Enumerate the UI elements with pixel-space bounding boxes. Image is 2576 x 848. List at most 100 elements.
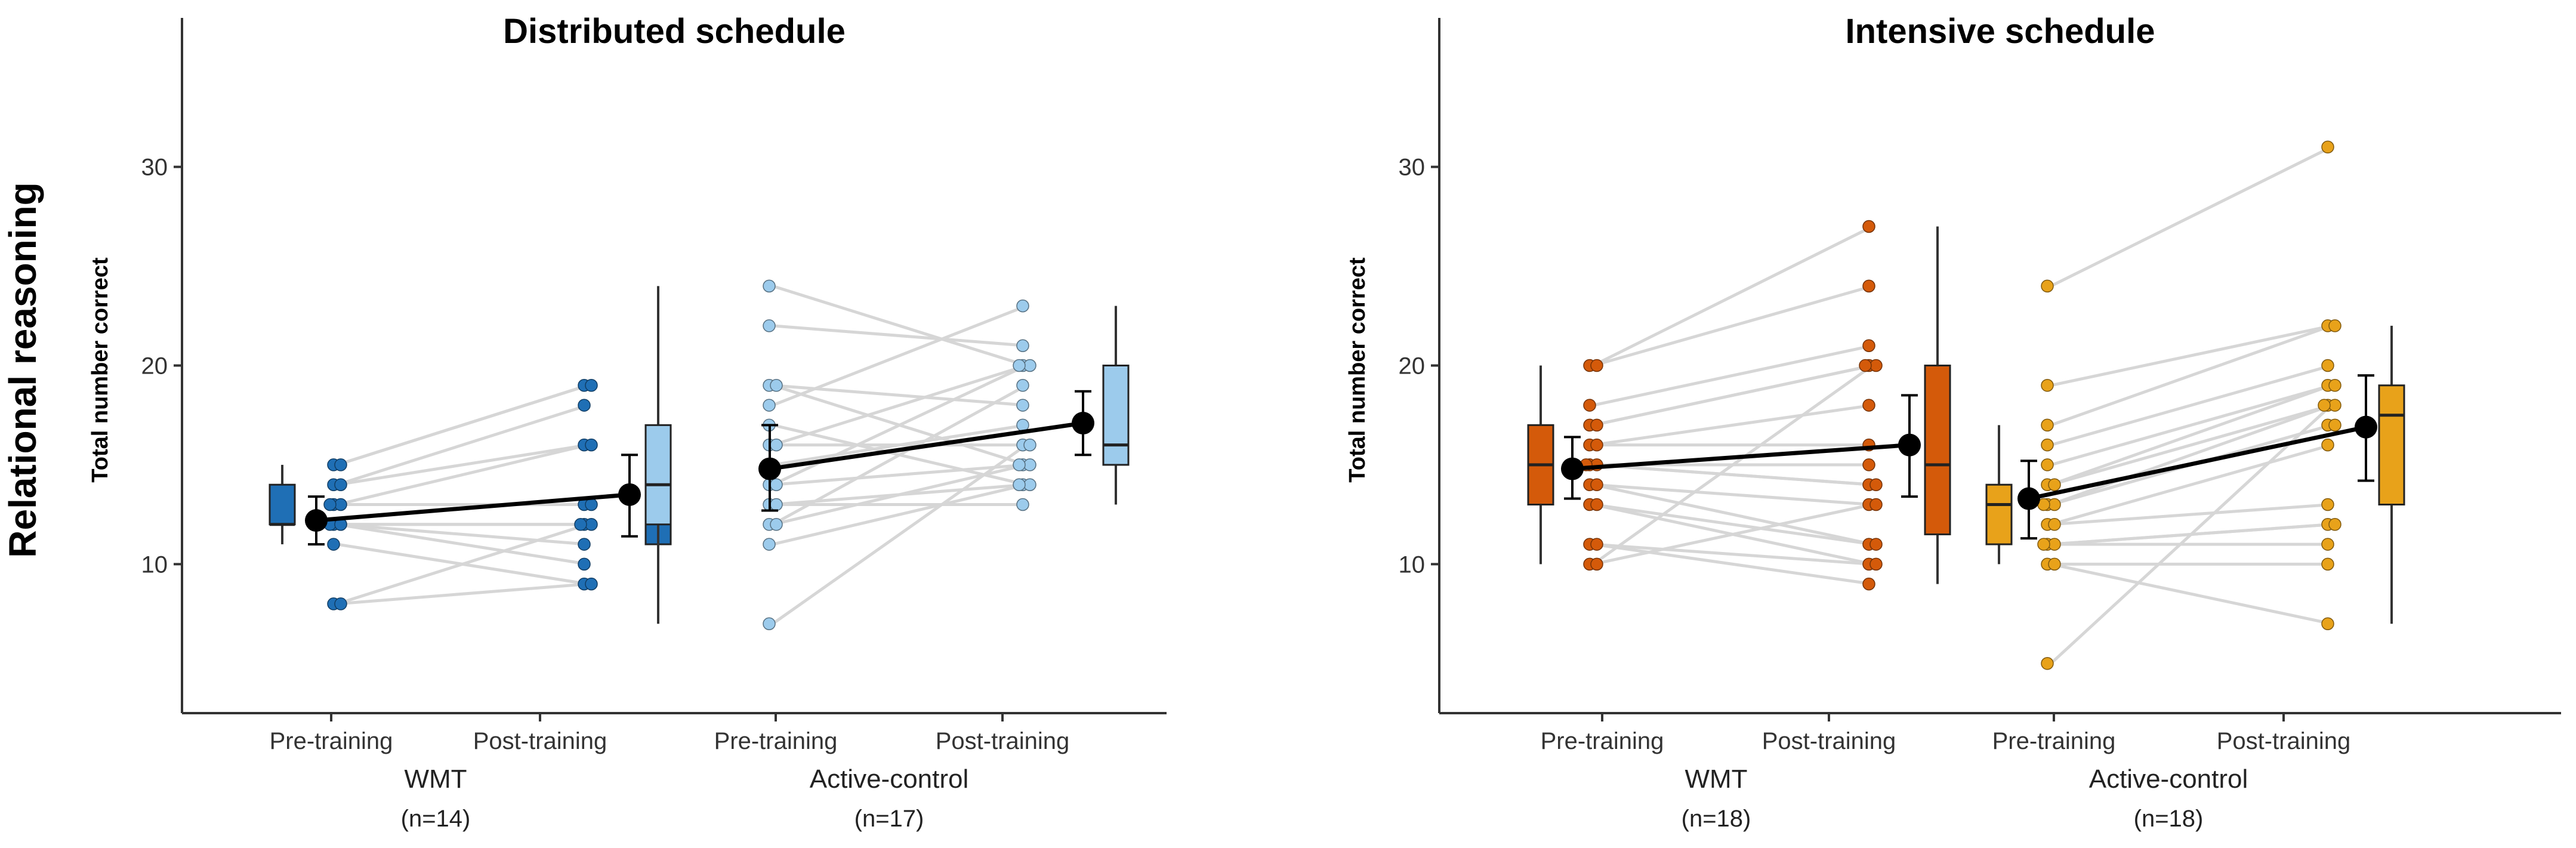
pre-point xyxy=(770,518,783,531)
pre-point xyxy=(1583,399,1596,412)
y-tick-label: 30 xyxy=(1399,155,1426,181)
pre-point xyxy=(2041,458,2054,471)
post-point xyxy=(1859,359,1872,372)
paired-line xyxy=(1593,542,1873,586)
post-point xyxy=(1862,339,1875,352)
group-n-label: (n=17) xyxy=(854,806,924,832)
post-point xyxy=(2321,557,2334,571)
x-tick-label: Pre-training xyxy=(1992,728,2116,754)
paired-line xyxy=(1593,463,1873,486)
pre-point xyxy=(2037,538,2050,551)
post-mean-point xyxy=(2355,415,2377,439)
post-point xyxy=(2328,418,2341,432)
paired-line xyxy=(2050,443,2332,526)
pre-mean-point xyxy=(305,509,328,532)
post-mean-point xyxy=(618,483,641,506)
post-point xyxy=(2328,399,2341,412)
paired-line xyxy=(2050,324,2332,387)
pre-point xyxy=(2041,279,2054,293)
paired-line xyxy=(2050,384,2332,467)
post-box xyxy=(1924,365,1951,535)
post-point xyxy=(1016,339,1029,352)
paired-line xyxy=(1593,344,1873,407)
paired-line xyxy=(772,304,1027,407)
group-active-control: Active-control (n=18) xyxy=(1985,140,2405,832)
chart-title: Distributed schedule xyxy=(503,12,846,51)
paired-line xyxy=(772,483,1027,546)
post-point xyxy=(1869,359,1883,372)
post-point xyxy=(1023,438,1036,452)
pre-mean-point xyxy=(758,457,781,480)
paired-line xyxy=(1593,483,1873,546)
group-label: WMT xyxy=(1685,764,1747,794)
paired-line xyxy=(337,523,588,546)
paired-line xyxy=(2050,403,2332,506)
paired-line xyxy=(772,384,1027,407)
post-point xyxy=(574,518,587,531)
pre-point xyxy=(1590,538,1603,551)
mean-line xyxy=(2028,425,2367,501)
pre-point xyxy=(1590,557,1603,571)
paired-line xyxy=(1593,364,1873,427)
group-active-control: Active-control (n=17) xyxy=(644,279,1130,832)
pre-point xyxy=(2048,518,2061,531)
y-tick-label: 30 xyxy=(141,155,168,181)
post-point xyxy=(578,557,591,571)
paired-line xyxy=(337,384,588,467)
pre-point xyxy=(763,538,776,551)
post-point xyxy=(2328,518,2341,531)
post-mean-point xyxy=(1898,433,1921,457)
post-point xyxy=(1016,498,1029,511)
paired-line xyxy=(772,364,1028,486)
pre-point xyxy=(334,478,347,491)
pre-mean-point xyxy=(2017,487,2040,510)
post-point xyxy=(1016,299,1029,313)
post-point xyxy=(1862,577,1875,591)
paired-line xyxy=(1592,364,1874,566)
pre-point xyxy=(1590,418,1603,432)
pre-point xyxy=(2048,478,2061,491)
post-point xyxy=(1862,279,1875,293)
post-point xyxy=(1013,458,1026,471)
paired-line xyxy=(772,324,1027,347)
post-mean-point xyxy=(1072,412,1094,435)
pre-point xyxy=(763,279,776,293)
pre-box xyxy=(1985,483,2013,545)
pre-point xyxy=(323,498,337,511)
pre-box xyxy=(269,483,296,526)
mean-line xyxy=(316,492,630,523)
pre-point xyxy=(2048,538,2061,551)
paired-line xyxy=(337,523,588,606)
post-point xyxy=(585,577,598,591)
post-point xyxy=(585,438,598,452)
paired-line xyxy=(772,463,1027,486)
pre-point xyxy=(770,478,783,491)
y-tick-label: 10 xyxy=(1399,551,1426,578)
distributed-schedule-panel: Distributed schedule Total number correct… xyxy=(88,12,1167,832)
pre-point xyxy=(1590,478,1603,491)
x-tick-label: Post-training xyxy=(473,728,607,754)
post-point xyxy=(1862,220,1875,233)
pre-point xyxy=(2041,438,2054,452)
group-label: Active-control xyxy=(810,764,969,794)
y-tick-label: 20 xyxy=(1399,353,1426,380)
y-axis-label: Total number correct xyxy=(88,257,113,483)
post-box xyxy=(2378,384,2405,505)
pre-point xyxy=(2048,498,2061,511)
post-point xyxy=(1016,399,1029,412)
paired-line xyxy=(337,443,588,506)
x-tick-label: Post-training xyxy=(2217,728,2351,754)
group-n-label: (n=14) xyxy=(401,806,471,832)
group-label: WMT xyxy=(404,764,467,794)
post-point xyxy=(1013,478,1026,491)
x-tick-label: Post-training xyxy=(936,728,1070,754)
pre-point xyxy=(2041,379,2054,392)
post-point xyxy=(2321,617,2334,630)
paired-line xyxy=(772,443,1028,625)
paired-line xyxy=(2050,146,2333,288)
post-point xyxy=(1862,399,1875,412)
post-point xyxy=(578,538,591,551)
pre-point xyxy=(327,538,340,551)
paired-line xyxy=(772,364,1027,447)
